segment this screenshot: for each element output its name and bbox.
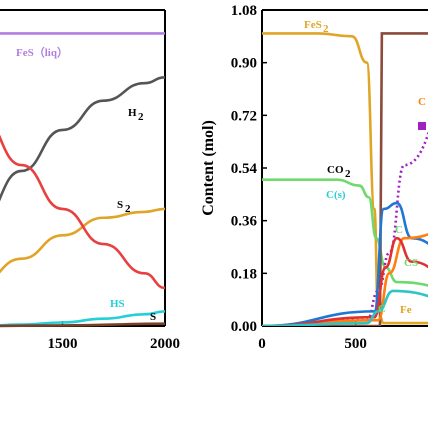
right-series-s-containing	[262, 130, 428, 326]
left-series-s	[0, 322, 166, 328]
right-series-c-s-	[262, 289, 428, 326]
right-y-tick-label: 0.54	[231, 161, 258, 177]
left-label-fes-liq: FeS（liq）	[16, 46, 68, 59]
right-label-c-mid: C	[395, 224, 403, 236]
right-label-fes2-subscript: 2	[323, 23, 329, 35]
left-label-hs: HS	[110, 298, 125, 310]
right-label-cs: C(s)	[326, 189, 346, 201]
right-label-c-low: C	[378, 303, 386, 315]
right-series-cos	[262, 236, 428, 326]
right-y-axis-label: Content (mol)	[200, 120, 217, 216]
right-series-co	[262, 201, 428, 326]
right-label-fes2: FeS	[304, 19, 322, 31]
right-y-tick-label: 0.00	[231, 319, 257, 335]
right-x-tick-label: 0	[258, 336, 266, 352]
right-series-co2	[262, 178, 428, 287]
right-series-marker	[418, 122, 426, 130]
right-label-fe: Fe	[400, 304, 412, 316]
right-y-tick-label: 1.08	[231, 3, 257, 19]
left-x-tick-label: 2000	[150, 336, 180, 352]
right-y-tick-label: 0.18	[231, 266, 257, 282]
right-label-co-top: C	[418, 96, 426, 108]
left-series-h2s	[0, 134, 166, 290]
left-label-s: S	[150, 311, 156, 323]
right-label-co2: CO	[327, 164, 344, 176]
right-series-fes2	[262, 32, 428, 325]
right-label-co2-subscript: 2	[345, 168, 351, 180]
right-plot-area	[262, 32, 428, 326]
left-series-h2	[0, 75, 166, 202]
right-y-tick-label: 0.72	[231, 108, 257, 124]
right-series-cs2	[262, 232, 428, 326]
right-y-tick-label: 0.36	[231, 214, 258, 230]
right-chart-panel: 1.08 0.90 0.72 0.54 0.36 0.18 0.000 500 Content …	[200, 3, 428, 352]
left-series-fes-liq-	[0, 32, 165, 35]
right-series-fes	[262, 32, 428, 326]
left-x-tick-label: 1500	[48, 336, 78, 352]
right-label-cs2: CS	[404, 257, 418, 269]
left-label-s2: S	[117, 199, 123, 211]
right-x-tick-label: 500	[344, 336, 367, 352]
left-series-s2	[0, 207, 166, 274]
left-label-h2-subscript: 2	[138, 111, 144, 123]
right-y-tick-label: 0.90	[231, 56, 257, 72]
left-label-h2: H	[128, 107, 137, 119]
left-label-s2-subscript: 2	[125, 203, 131, 215]
